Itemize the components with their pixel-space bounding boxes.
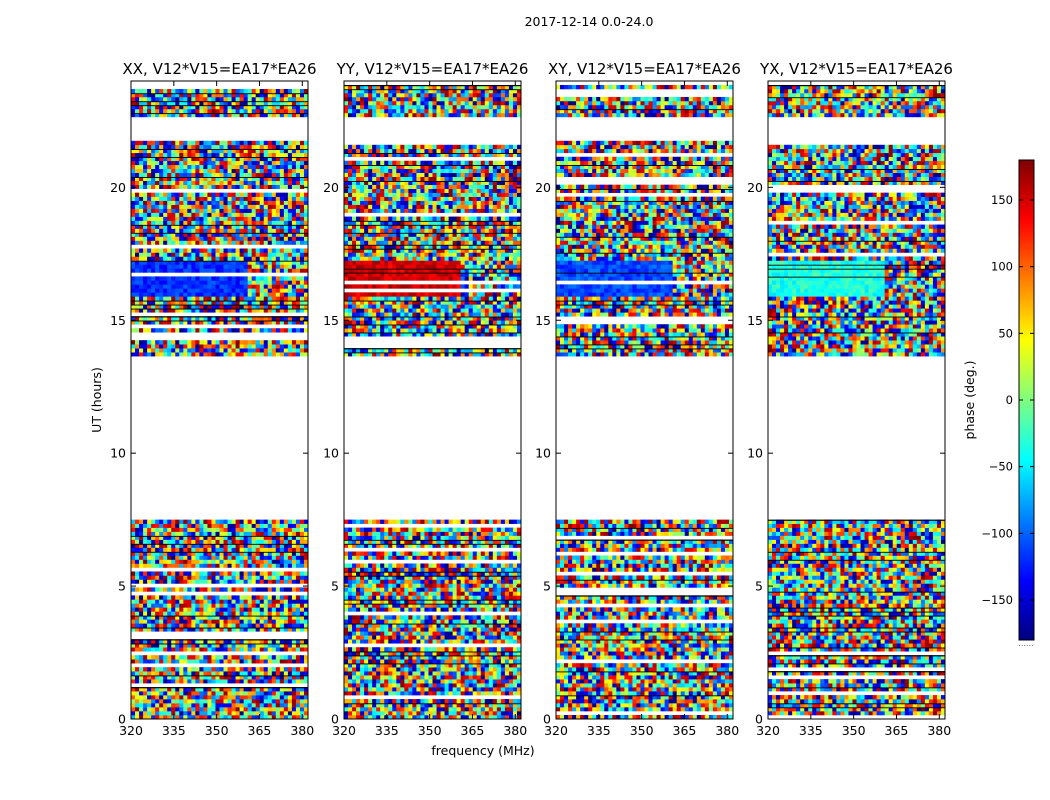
panels: XX, V12*V15=EA17*EA26 320 335 350 365 380 0 5 10… (110, 60, 953, 738)
y-tick-label: 15 (747, 313, 763, 328)
x-tick-label: 365 (248, 723, 272, 738)
panel-xx: XX, V12*V15=EA17*EA26 320 335 350 365 380 0 5 10… (110, 60, 316, 738)
colorbar: 150 100 50 0 −50 −100 −150 (981, 159, 1035, 641)
y-tick-label: 0 (755, 712, 763, 727)
x-tick-label: 380 (290, 723, 314, 738)
y-tick-label: 10 (747, 446, 763, 461)
y-tick-label: 10 (535, 446, 551, 461)
x-tick-label: 380 (503, 723, 527, 738)
panel-title: YX, V12*V15=EA17*EA26 (759, 60, 953, 78)
x-tick-label: 350 (630, 723, 654, 738)
plot-frame (130, 80, 309, 720)
colorbar-tick-label: −100 (981, 526, 1013, 540)
colorbar-tick-label: 50 (998, 326, 1013, 340)
x-tick-label: 335 (375, 723, 399, 738)
colorbar-tick-label: 100 (991, 260, 1013, 274)
y-tick-label: 0 (543, 712, 551, 727)
y-tick-label: 0 (118, 712, 126, 727)
y-axis-label: UT (hours) (89, 367, 104, 433)
colorbar-label: phase (deg.) (962, 361, 977, 440)
heatmap-cells (556, 84, 734, 720)
y-tick-label: 20 (323, 180, 339, 195)
x-tick-label: 320 (332, 723, 356, 738)
x-tick-label: 350 (418, 723, 442, 738)
colorbar-tick-label: −150 (981, 593, 1013, 607)
x-tick-label: 320 (756, 723, 780, 738)
y-tick-label: 15 (110, 313, 126, 328)
x-tick-label: 380 (715, 723, 739, 738)
x-axis-label: frequency (MHz) (431, 743, 534, 758)
y-tick-label: 15 (535, 313, 551, 328)
y-tick-label: 5 (755, 579, 763, 594)
y-tick-label: 5 (331, 579, 339, 594)
figure-suptitle: 2017-12-14 0.0-24.0 (525, 14, 654, 29)
panel-xy: XY, V12*V15=EA17*EA26 320 335 350 365 380 0 5 10… (535, 60, 741, 738)
heatmap-cells (131, 88, 309, 720)
x-tick-label: 320 (544, 723, 568, 738)
panel-title: XY, V12*V15=EA17*EA26 (548, 60, 741, 78)
x-tick-label: 365 (885, 723, 909, 738)
x-tick-label: 350 (842, 723, 866, 738)
y-tick-label: 20 (535, 180, 551, 195)
panel-yx: YX, V12*V15=EA17*EA26 320 335 350 365 380 0 5 10… (747, 60, 953, 738)
x-tick-label: 335 (587, 723, 611, 738)
x-tick-label: 335 (162, 723, 186, 738)
y-tick-label: 20 (110, 180, 126, 195)
x-tick-label: 380 (927, 723, 951, 738)
colorbar-tick-label: −50 (989, 460, 1013, 474)
colorbar-gradient (1019, 160, 1034, 640)
plot-frame (767, 80, 946, 720)
y-tick-label: 0 (331, 712, 339, 727)
y-tick-label: 10 (110, 446, 126, 461)
plot-frame (343, 80, 522, 720)
y-tick-label: 5 (543, 579, 551, 594)
panel-title: YY, V12*V15=EA17*EA26 (336, 60, 529, 78)
x-tick-label: 365 (461, 723, 485, 738)
panel-yy: YY, V12*V15=EA17*EA26 320 335 350 365 380 0 5 10… (323, 60, 528, 738)
heatmap-cells (768, 84, 946, 716)
y-tick-label: 20 (747, 180, 763, 195)
y-tick-label: 10 (323, 446, 339, 461)
y-tick-label: 15 (323, 313, 339, 328)
x-tick-label: 350 (205, 723, 229, 738)
x-tick-label: 320 (119, 723, 143, 738)
colorbar-tick-label: 150 (991, 193, 1013, 207)
x-tick-label: 365 (673, 723, 697, 738)
colorbar-corner-text: ...... (1018, 639, 1033, 648)
plot-frame (555, 80, 734, 720)
y-tick-label: 5 (118, 579, 126, 594)
panel-title: XX, V12*V15=EA17*EA26 (122, 60, 316, 78)
colorbar-tick-label: 0 (1006, 393, 1013, 407)
x-tick-label: 335 (799, 723, 823, 738)
heatmap-cells (344, 84, 522, 720)
